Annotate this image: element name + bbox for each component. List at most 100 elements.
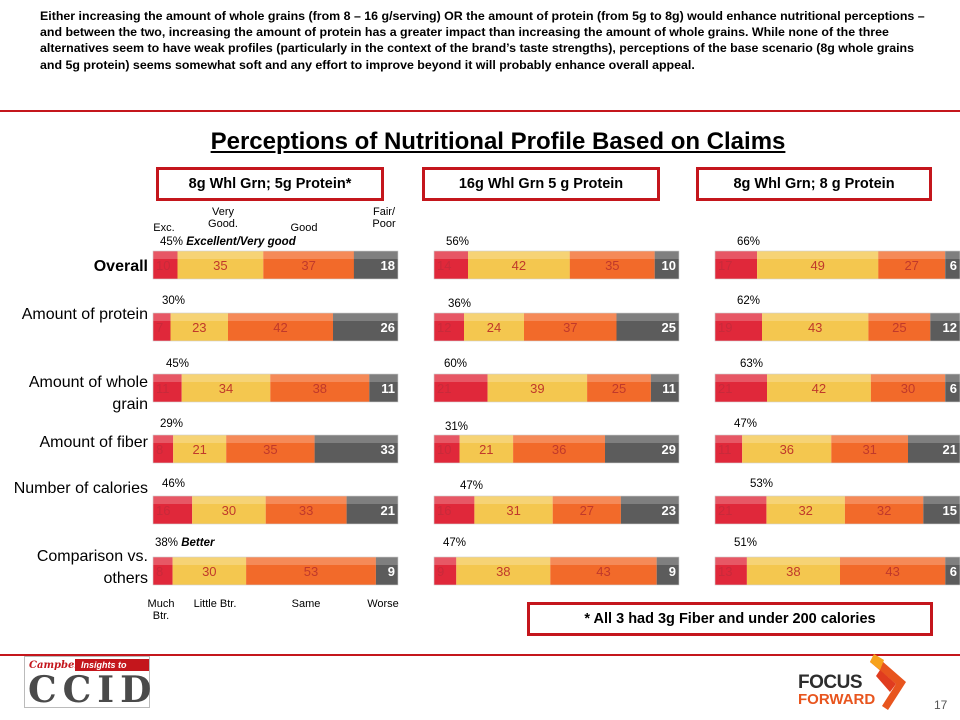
bar-highlight	[333, 313, 398, 321]
focus-forward-logo: FOCUS FORWARD	[798, 648, 910, 714]
bar-label-protein-s1-bottom: 26	[381, 320, 395, 335]
bar-highlight	[870, 374, 946, 382]
bar-label-comparison-s3-second: 38	[786, 564, 800, 579]
bar-protein-s3-third	[868, 313, 931, 341]
bar-label-fiber-s1-third: 35	[263, 442, 277, 457]
bar-label-overall-s3-bottom: 6	[950, 258, 957, 273]
top-box-calories-3: 53%	[750, 478, 774, 490]
bar-label-whole-grain-s1-second: 34	[219, 381, 233, 396]
row-label-number-of-calories: Number of calories	[13, 480, 148, 497]
seg-header-very-good: Very Good.	[208, 206, 238, 230]
bar-whole-grain-s2-third	[587, 374, 651, 402]
bar-whole-grain-s1-third	[270, 374, 370, 402]
bar-highlight	[930, 313, 960, 321]
bar-fiber-s3-third	[831, 435, 908, 463]
bar-highlight	[945, 251, 960, 259]
bar-highlight	[192, 496, 266, 504]
top-box-calories-2: 47%	[460, 480, 484, 492]
bar-label-fiber-s2-bottom: 29	[662, 442, 676, 457]
bar-whole-grain-s3-second	[767, 374, 871, 402]
bar-highlight	[715, 374, 767, 382]
bar-comparison-s1-second	[172, 557, 247, 585]
ccid-wordmark: CCID	[28, 669, 158, 711]
bar-frame	[152, 434, 399, 464]
bar-highlight	[923, 496, 960, 504]
bar-label-whole-grain-s3-bottom: 6	[950, 381, 957, 396]
bar-highlight	[746, 557, 840, 565]
bar-label-calories-s1-top: 16	[156, 503, 170, 518]
bar-protein-s1-third	[228, 313, 333, 341]
bar-highlight	[434, 435, 460, 443]
bar-label-overall-s1-top: 10	[156, 258, 170, 273]
bar-whole-grain-s1-second	[181, 374, 271, 402]
bar-highlight	[766, 496, 845, 504]
bar-highlight	[844, 496, 924, 504]
seg-footer-much-better: Much Btr.	[147, 598, 175, 622]
bar-label-overall-s1-third: 37	[301, 258, 315, 273]
bar-protein-s1-second	[170, 313, 228, 341]
bar-highlight	[177, 251, 264, 259]
bar-label-protein-s2-second: 24	[487, 320, 501, 335]
bar-fiber-s3-second	[742, 435, 832, 463]
bar-overall-s3-top	[715, 251, 758, 279]
bar-highlight	[757, 251, 879, 259]
bar-fiber-s2-top	[434, 435, 460, 463]
bar-overall-s1-second	[177, 251, 264, 279]
bar-label-overall-s1-second: 35	[213, 258, 227, 273]
bar-highlight	[173, 435, 227, 443]
bar-label-fiber-s2-third: 36	[552, 442, 566, 457]
bar-calories-s1-bottom	[346, 496, 398, 524]
bar-highlight	[246, 557, 376, 565]
top-divider	[0, 110, 960, 112]
bar-label-comparison-s2-second: 38	[496, 564, 510, 579]
bar-fiber-s3-bottom	[908, 435, 960, 463]
footnote-box: * All 3 had 3g Fiber and under 200 calor…	[527, 602, 933, 636]
bar-highlight	[153, 374, 182, 382]
bar-label-protein-s2-bottom: 25	[662, 320, 676, 335]
bar-frame	[714, 312, 960, 342]
top-box-whole-grain-2: 60%	[444, 358, 468, 370]
bar-overall-s2-top	[434, 251, 468, 279]
bar-label-comparison-s1-bottom: 9	[388, 564, 395, 579]
bar-fiber-s1-bottom	[314, 435, 398, 463]
bar-label-overall-s2-second: 42	[512, 258, 526, 273]
bar-highlight	[840, 557, 946, 565]
bar-overall-s1-third	[263, 251, 354, 279]
bar-calories-s3-second	[766, 496, 845, 524]
bar-fiber-s2-third	[513, 435, 605, 463]
bar-highlight	[656, 557, 679, 565]
top-box-fiber-2: 31%	[445, 421, 469, 433]
bar-frame	[714, 373, 960, 403]
bar-highlight	[552, 496, 621, 504]
top-box-calories-1: 46%	[162, 478, 186, 490]
bar-comparison-s3-third	[840, 557, 946, 585]
seg-footer-same: Same	[291, 598, 321, 610]
bar-fiber-s1-second	[173, 435, 227, 463]
bar-calories-s1-second	[192, 496, 266, 524]
bar-label-fiber-s3-top: 11	[718, 442, 732, 457]
bar-highlight	[153, 435, 174, 443]
bar-overall-s1-bottom	[353, 251, 398, 279]
seg-header-exc: Exc.	[153, 222, 175, 234]
bar-calories-s3-third	[844, 496, 924, 524]
bar-label-overall-s3-top: 17	[718, 258, 732, 273]
bar-comparison-s2-third	[550, 557, 657, 585]
intro-paragraph: Either increasing the amount of whole gr…	[40, 9, 925, 72]
bar-highlight	[153, 557, 173, 565]
bar-highlight	[945, 557, 960, 565]
bar-frame	[433, 312, 680, 342]
bar-calories-s2-third	[552, 496, 621, 524]
insights-tagline: Insights to Action	[75, 659, 149, 682]
bar-label-fiber-s2-second: 21	[479, 442, 493, 457]
row-label-amount-of-fiber: Amount of fiber	[39, 434, 149, 451]
bar-label-whole-grain-s3-second: 42	[812, 381, 826, 396]
bar-highlight	[513, 435, 605, 443]
bar-highlight	[587, 374, 651, 382]
top-box-comparison-1: 38% Better	[155, 537, 215, 549]
bar-comparison-s2-bottom	[656, 557, 679, 585]
row-label-overall: Overall	[93, 258, 148, 275]
bar-protein-s2-bottom	[616, 313, 679, 341]
bar-label-calories-s3-second: 32	[798, 503, 812, 518]
bar-protein-s3-top	[715, 313, 762, 341]
bar-frame	[152, 373, 399, 403]
